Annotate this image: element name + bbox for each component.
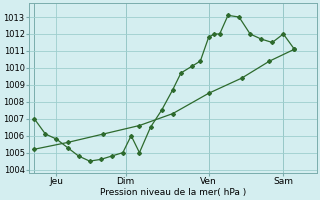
X-axis label: Pression niveau de la mer( hPa ): Pression niveau de la mer( hPa ) [100, 188, 246, 197]
